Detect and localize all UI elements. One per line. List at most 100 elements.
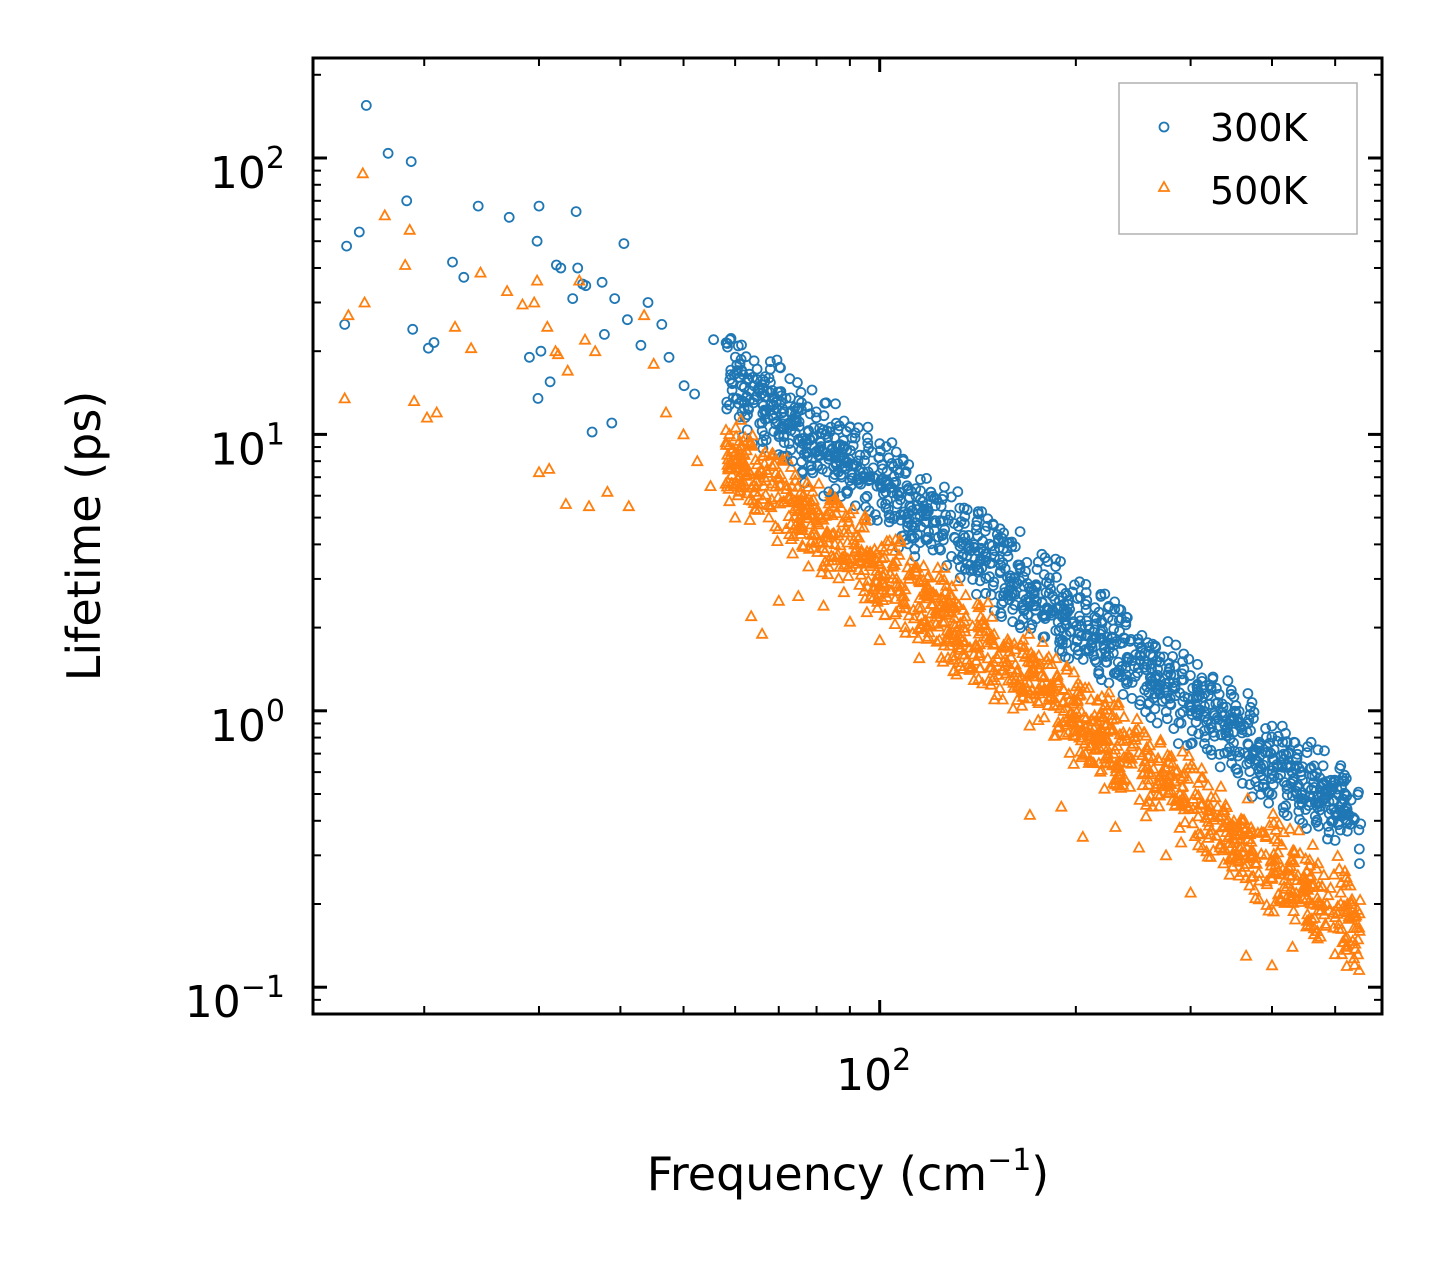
- scatter-point-500k-dense: [883, 533, 897, 546]
- scatter-point-500k-dense: [800, 475, 814, 488]
- scatter-point-500k-dense: [765, 476, 779, 489]
- scatter-point-500k-dense: [1221, 813, 1235, 825]
- scatter-point-500k-dense: [763, 498, 777, 511]
- scatter-point-500k-dense: [920, 580, 934, 593]
- scatter-point-500k-dense: [1036, 635, 1050, 647]
- scatter-point-500k-dense: [1131, 722, 1145, 734]
- scatter-point-500k-dense: [1074, 687, 1088, 700]
- scatter-point-300k-dense: [1161, 687, 1172, 699]
- axis-ticks: [313, 58, 1382, 1015]
- scatter-point-500k-dense: [784, 517, 798, 529]
- scatter-point-300k-dense: [813, 444, 824, 456]
- scatter-point-300k-dense: [1117, 689, 1129, 700]
- scatter-point-500k-dense: [1168, 799, 1182, 811]
- scatter-point-300k-dense: [1089, 602, 1101, 614]
- scatter-point-500k-dense: [1318, 917, 1333, 929]
- scatter-point-300k-dense: [1255, 788, 1267, 800]
- scatter-point-500k-dense: [748, 485, 762, 497]
- scatter-point-500k-dense: [811, 545, 825, 557]
- scatter-point-500k-dense: [1032, 661, 1047, 674]
- scatter-point-300k-dense: [974, 556, 986, 567]
- scatter-point-300k-dense: [854, 449, 866, 461]
- scatter-point-500k-dense: [816, 559, 830, 572]
- scatter-point-500k-dense: [1152, 754, 1166, 766]
- scatter-point-300k: [1055, 622, 1067, 633]
- scatter-point-500k-dense: [1063, 745, 1077, 758]
- scatter-point-300k-dense: [1304, 790, 1316, 802]
- scatter-point-300k-dense: [1191, 691, 1203, 703]
- scatter-point-300k-dense: [1006, 541, 1018, 552]
- scatter-point-500k-dense: [1037, 684, 1051, 696]
- scatter-point-300k: [773, 428, 785, 440]
- legend-marker-300k: [1158, 121, 1170, 133]
- scatter-points: [338, 100, 1367, 971]
- scatter-point-500k-dense: [1092, 709, 1106, 722]
- scatter-point-500k-dense: [948, 619, 962, 632]
- scatter-point-300k: [1220, 724, 1232, 736]
- scatter-point-500k-dense: [730, 451, 744, 464]
- scatter-point-300k-dense: [1152, 663, 1163, 675]
- scatter-point-500k-dense: [1100, 703, 1114, 715]
- scatter-point-500k-dense: [1254, 847, 1268, 859]
- scatter-point-500k-dense: [1105, 708, 1119, 720]
- scatter-point-300k-dense: [1278, 807, 1290, 818]
- scatter-point-300k-dense: [1051, 571, 1062, 583]
- scatter-point-500k-dense: [922, 568, 936, 581]
- scatter-point-300k-dense: [1292, 779, 1304, 791]
- scatter-point-300k-dense: [1109, 603, 1121, 615]
- scatter-point-500k-dense: [888, 617, 902, 629]
- scatter-point-300k: [524, 351, 535, 363]
- scatter-point-300k-dense: [1353, 786, 1364, 798]
- scatter-point-500k-dense: [857, 520, 871, 533]
- scatter-point-300k-dense: [1146, 658, 1158, 670]
- scatter-point-500k: [1184, 885, 1198, 898]
- scatter-point-500k-dense: [1023, 718, 1037, 731]
- x-axis-title-close: ): [1031, 1147, 1049, 1201]
- scatter-point-300k: [708, 334, 719, 346]
- scatter-point-500k-dense: [1151, 787, 1165, 799]
- scatter-point-500k: [398, 258, 412, 270]
- scatter-point-500k-dense: [949, 635, 963, 647]
- scatter-point-300k-dense: [980, 588, 992, 599]
- scatter-point-300k-dense: [999, 583, 1011, 594]
- scatter-point-300k-dense: [1183, 653, 1195, 665]
- scatter-point-500k-dense: [1137, 725, 1152, 738]
- scatter-point-500k-dense: [1022, 626, 1036, 639]
- scatter-point-500k-dense: [1111, 696, 1125, 708]
- scatter-point-500k-dense: [951, 633, 965, 646]
- scatter-point-300k-dense: [784, 373, 796, 385]
- scatter-point-500k-dense: [1203, 799, 1217, 812]
- scatter-point-300k-dense: [1007, 604, 1019, 615]
- scatter-point-500k-dense: [1225, 851, 1239, 864]
- scatter-point-300k-dense: [1178, 663, 1190, 675]
- scatter-point-500k-dense: [929, 617, 943, 629]
- scatter-point-300k-dense: [862, 421, 874, 433]
- scatter-point-500k-dense: [1255, 825, 1269, 837]
- scatter-point-500k-dense: [1291, 868, 1305, 881]
- scatter-point-300k-dense: [1242, 688, 1254, 699]
- scatter-point-500k-dense: [956, 602, 970, 615]
- scatter-point-300k-dense: [764, 404, 775, 416]
- scatter-point-500k-dense: [1188, 787, 1203, 799]
- scatter-point-500k-dense: [1094, 763, 1109, 775]
- scatter-point-300k-dense: [1287, 790, 1298, 801]
- scatter-point-500k-dense: [1064, 706, 1078, 719]
- scatter-point-500k-dense: [1105, 758, 1119, 771]
- scatter-point-300k: [353, 226, 365, 238]
- scatter-point-300k-dense: [975, 542, 987, 554]
- scatter-point-300k-dense: [1112, 656, 1124, 668]
- scatter-point-500k-dense: [1232, 840, 1246, 853]
- scatter-point-300k-dense: [805, 460, 817, 472]
- scatter-point-500k-dense: [938, 614, 952, 627]
- scatter-point-300k-dense: [1163, 658, 1175, 669]
- scatter-point-300k-dense: [1186, 737, 1198, 749]
- scatter-point-300k-dense: [1093, 668, 1105, 680]
- scatter-point-300k-dense: [841, 485, 852, 497]
- scatter-point-500k: [1108, 820, 1122, 832]
- scatter-point-500k-dense: [1078, 736, 1092, 749]
- scatter-point-300k-dense: [1094, 632, 1106, 644]
- scatter-point-500k-dense: [1016, 632, 1030, 645]
- scatter-point-500k-dense: [972, 626, 986, 639]
- scatter-point-500k-dense: [1117, 750, 1131, 762]
- scatter-point-300k: [807, 431, 819, 443]
